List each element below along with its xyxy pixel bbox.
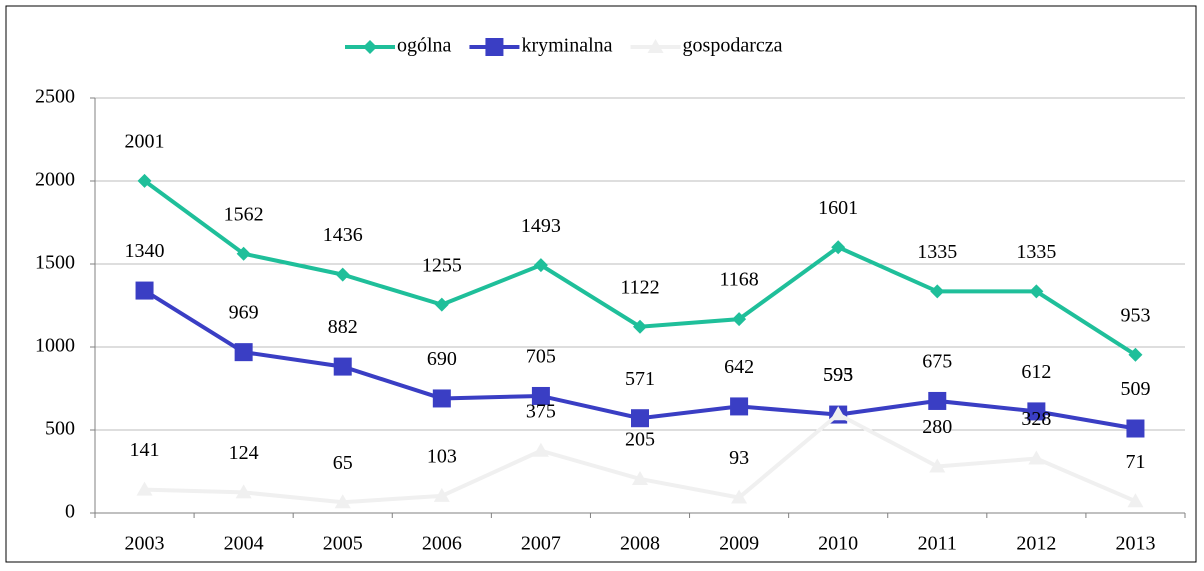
data-label: 953 bbox=[1120, 304, 1150, 326]
x-tick-label: 2012 bbox=[1016, 533, 1056, 555]
data-label: 675 bbox=[922, 351, 952, 373]
legend-marker bbox=[485, 38, 504, 56]
x-tick-label: 2013 bbox=[1115, 533, 1155, 555]
point-marker bbox=[929, 458, 946, 473]
data-label: 2001 bbox=[125, 130, 165, 152]
x-tick-label: 2006 bbox=[422, 533, 462, 555]
data-label: 65 bbox=[333, 452, 353, 474]
point-marker bbox=[532, 442, 549, 457]
data-label: 328 bbox=[1021, 408, 1051, 430]
point-marker bbox=[234, 343, 253, 362]
point-marker bbox=[928, 391, 947, 410]
data-label: 595 bbox=[823, 364, 853, 386]
x-tick-label: 2009 bbox=[719, 533, 759, 555]
x-tick-label: 2003 bbox=[125, 533, 165, 555]
point-marker bbox=[334, 494, 351, 509]
point-marker bbox=[335, 267, 350, 282]
point-marker bbox=[1127, 493, 1144, 508]
data-label: 705 bbox=[526, 346, 556, 368]
legend-label: ogólna bbox=[397, 35, 452, 57]
data-label: 205 bbox=[625, 429, 655, 451]
point-marker bbox=[533, 258, 548, 273]
point-marker bbox=[137, 173, 152, 188]
point-marker bbox=[136, 481, 153, 496]
data-label: 1436 bbox=[323, 224, 363, 246]
point-marker bbox=[831, 240, 846, 255]
data-label: 612 bbox=[1021, 361, 1051, 383]
data-label: 571 bbox=[625, 368, 655, 390]
data-label: 1335 bbox=[917, 241, 957, 263]
point-marker bbox=[333, 357, 352, 376]
data-label: 690 bbox=[427, 348, 457, 370]
data-label: 124 bbox=[229, 442, 259, 464]
data-label: 1122 bbox=[620, 276, 659, 298]
data-label: 280 bbox=[922, 416, 952, 438]
y-tick-label: 1500 bbox=[35, 252, 75, 274]
point-marker bbox=[1028, 450, 1045, 465]
data-label: 1255 bbox=[422, 254, 462, 276]
point-marker bbox=[930, 284, 945, 299]
legend-marker bbox=[647, 39, 664, 53]
data-label: 1340 bbox=[125, 240, 165, 262]
data-label: 1168 bbox=[719, 269, 758, 291]
legend-marker bbox=[363, 40, 377, 54]
data-label: 509 bbox=[1120, 378, 1150, 400]
data-label: 71 bbox=[1125, 451, 1145, 473]
point-marker bbox=[731, 489, 748, 504]
data-label: 1562 bbox=[224, 203, 264, 225]
data-label: 1601 bbox=[818, 197, 858, 219]
point-marker bbox=[1126, 419, 1145, 438]
data-label: 93 bbox=[729, 447, 749, 469]
point-marker bbox=[135, 281, 154, 300]
point-marker bbox=[633, 319, 647, 334]
point-marker bbox=[632, 470, 648, 485]
x-tick-label: 2005 bbox=[323, 533, 363, 555]
data-label: 882 bbox=[328, 316, 358, 338]
point-marker bbox=[531, 386, 550, 405]
data-label: 969 bbox=[229, 302, 259, 324]
point-marker bbox=[732, 312, 747, 327]
x-tick-label: 2011 bbox=[918, 533, 957, 555]
data-label: 375 bbox=[526, 400, 556, 422]
point-marker bbox=[432, 389, 451, 408]
chart-frame bbox=[5, 5, 1197, 563]
x-tick-label: 2008 bbox=[620, 533, 660, 555]
data-label: 103 bbox=[427, 445, 457, 467]
point-marker bbox=[631, 409, 649, 428]
y-tick-label: 1000 bbox=[35, 335, 75, 357]
point-marker bbox=[235, 484, 252, 499]
point-marker bbox=[1029, 284, 1044, 299]
y-tick-label: 0 bbox=[65, 501, 75, 523]
point-marker bbox=[1128, 347, 1143, 362]
y-tick-label: 2000 bbox=[35, 169, 75, 191]
data-label: 141 bbox=[130, 439, 160, 461]
x-tick-label: 2010 bbox=[818, 533, 858, 555]
point-marker bbox=[236, 246, 251, 261]
point-marker bbox=[433, 487, 450, 502]
data-label: 1335 bbox=[1016, 241, 1056, 263]
point-marker bbox=[730, 397, 749, 416]
y-tick-label: 500 bbox=[45, 418, 75, 440]
point-marker bbox=[830, 406, 847, 421]
y-tick-label: 2500 bbox=[35, 86, 75, 108]
data-label: 642 bbox=[724, 356, 754, 378]
data-label: 1493 bbox=[521, 215, 561, 237]
legend-label: kryminalna bbox=[521, 35, 612, 57]
legend-label: gospodarcza bbox=[683, 35, 783, 57]
x-tick-label: 2004 bbox=[224, 533, 264, 555]
point-marker bbox=[434, 297, 449, 312]
data-label: 593 bbox=[823, 364, 853, 386]
point-marker bbox=[1027, 402, 1046, 421]
x-tick-label: 2007 bbox=[521, 533, 561, 555]
